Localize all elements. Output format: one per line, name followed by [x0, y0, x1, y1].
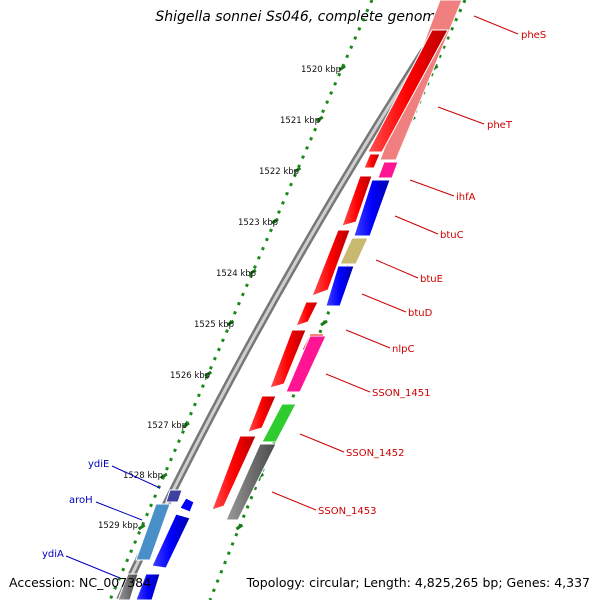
- gene-ydiA-bar[interactable]: [135, 573, 161, 600]
- kbp-tick-label: 1528 kbp: [123, 471, 163, 481]
- major-tick: [182, 421, 190, 429]
- major-tick: [248, 268, 257, 276]
- gene-red-6[interactable]: [269, 329, 307, 389]
- gene-btuD-bar[interactable]: [325, 265, 355, 307]
- gene-SSON_1452-bar[interactable]: [261, 403, 297, 443]
- gene-label-pheS[interactable]: pheS: [521, 30, 546, 41]
- gene-ihfA-bar[interactable]: [377, 161, 399, 179]
- gene-red-5[interactable]: [295, 301, 319, 327]
- gene-aroH-bar[interactable]: [135, 503, 171, 561]
- kbp-tick-label: 1522 kbp: [259, 167, 299, 177]
- gene-label-btuD[interactable]: btuD: [408, 308, 433, 319]
- kbp-tick-label: 1524 kbp: [216, 269, 256, 279]
- kbp-tick-label: 1529 kbp: [98, 521, 138, 531]
- outer-tick-ring: [108, 0, 374, 600]
- gene-btuC-bar[interactable]: [353, 179, 391, 237]
- major-tick: [226, 319, 235, 327]
- gene-label-btuE[interactable]: btuE: [420, 274, 443, 285]
- gene-label-btuC[interactable]: btuC: [440, 230, 464, 241]
- gene-blue-2[interactable]: [151, 513, 191, 569]
- gene-gray-bottom[interactable]: [117, 573, 139, 600]
- gene-btuE-bar[interactable]: [339, 237, 369, 265]
- major-tick: [315, 115, 324, 123]
- gene-pheS-bar[interactable]: [367, 29, 449, 153]
- label-leaders: [65, 15, 519, 579]
- kbp-tick-label: 1526 kbp: [170, 371, 210, 381]
- kbp-tick-label: 1520 kbp: [301, 65, 341, 75]
- gene-labels: pheS pheT ihfA btuC btuE btuD nlpC SSON_…: [42, 30, 546, 560]
- gene-SSON_1453-bar[interactable]: [225, 443, 277, 521]
- gene-label-ydiA[interactable]: ydiA: [42, 549, 64, 560]
- kbp-tick-label: 1521 kbp: [280, 116, 320, 126]
- gene-red-3[interactable]: [341, 175, 373, 227]
- kbp-tick-label: 1525 kbp: [194, 320, 234, 330]
- major-tick: [137, 523, 146, 531]
- gene-red-2[interactable]: [363, 153, 381, 169]
- accession-text: Accession: NC_007384: [9, 575, 152, 590]
- major-tick: [338, 64, 346, 72]
- major-tick: [271, 217, 279, 225]
- gene-red-4[interactable]: [311, 229, 351, 297]
- gene-label-pheT[interactable]: pheT: [487, 120, 513, 131]
- kbp-tick-label: 1523 kbp: [238, 218, 278, 228]
- topology-text: Topology: circular; Length: 4,825,265 bp…: [246, 575, 590, 590]
- gene-label-SSON_1451[interactable]: SSON_1451: [372, 388, 431, 399]
- gene-label-ihfA[interactable]: ihfA: [456, 192, 476, 203]
- gene-red-8[interactable]: [211, 435, 257, 511]
- gene-blue-small[interactable]: [179, 497, 195, 513]
- gene-label-aroH[interactable]: aroH: [69, 495, 93, 506]
- gene-label-nlpC[interactable]: nlpC: [392, 344, 414, 355]
- forward-genes: [225, 0, 463, 521]
- kbp-tick-label: 1527 kbp: [147, 421, 187, 431]
- reverse-genes: [117, 29, 449, 600]
- gene-label-SSON_1452[interactable]: SSON_1452: [346, 448, 405, 459]
- gene-label-ydiE[interactable]: ydiE: [88, 459, 109, 470]
- gene-red-7[interactable]: [247, 395, 277, 433]
- gene-SSON_1451-bar[interactable]: [285, 335, 327, 393]
- major-tick: [235, 523, 244, 531]
- major-tick: [204, 370, 213, 378]
- major-tick: [320, 319, 328, 327]
- major-tick: [159, 472, 168, 480]
- gene-ydiE-bar[interactable]: [165, 489, 183, 503]
- gene-label-SSON_1453[interactable]: SSON_1453: [318, 506, 377, 517]
- major-tick: [293, 166, 302, 174]
- kbp-labels: 1520 kbp 1521 kbp 1522 kbp 1523 kbp 1524…: [98, 65, 341, 531]
- map-title: Shigella sonnei Ss046, complete genome: [155, 9, 445, 25]
